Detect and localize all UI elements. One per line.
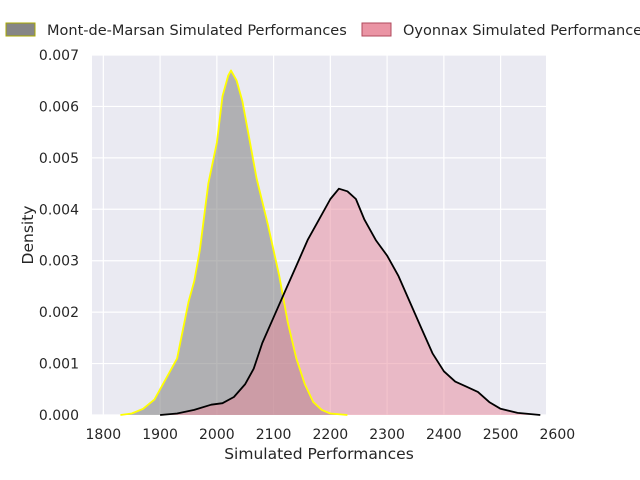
legend-label-oyonnax: Oyonnax Simulated Performances <box>403 23 640 39</box>
x-tick-label: 2600 <box>540 427 576 443</box>
legend: Mont-de-Marsan Simulated Performances Oy… <box>5 22 640 39</box>
y-axis-title: Density <box>19 206 37 265</box>
series-layer <box>120 69 541 416</box>
x-tick-label: 2300 <box>369 427 405 443</box>
density-area-mont-de-marsan <box>120 70 348 416</box>
density-area-oyonnax <box>160 188 541 415</box>
density-line-oyonnax <box>160 187 541 416</box>
y-tick-label: 0.000 <box>39 408 79 424</box>
y-tick-label: 0.001 <box>39 357 79 373</box>
legend-swatch-oyonnax <box>361 22 392 37</box>
y-tick-label: 0.002 <box>39 305 79 321</box>
x-axis-ticks: 1800 1900 2000 2100 2200 2300 2400 2500 2600 <box>86 427 576 443</box>
y-tick-label: 0.004 <box>39 202 79 218</box>
y-tick-label: 0.003 <box>39 254 79 270</box>
legend-swatch-mont-de-marsan <box>5 22 36 37</box>
density-line-mont-de-marsan <box>120 69 348 416</box>
y-axis-ticks: 0.000 0.001 0.002 0.003 0.004 0.005 0.006 0.007 <box>39 48 79 424</box>
x-tick-label: 2400 <box>426 427 462 443</box>
x-tick-label: 2200 <box>313 427 349 443</box>
x-tick-label: 1800 <box>86 427 122 443</box>
y-tick-label: 0.005 <box>39 151 79 167</box>
x-tick-label: 2100 <box>256 427 292 443</box>
x-axis-title: Simulated Performances <box>224 445 414 463</box>
x-tick-label: 1900 <box>142 427 178 443</box>
y-tick-label: 0.006 <box>39 99 79 115</box>
x-tick-label: 2000 <box>199 427 235 443</box>
x-tick-label: 2500 <box>483 427 519 443</box>
legend-label-mont-de-marsan: Mont-de-Marsan Simulated Performances <box>47 23 347 39</box>
y-tick-label: 0.007 <box>39 48 79 64</box>
